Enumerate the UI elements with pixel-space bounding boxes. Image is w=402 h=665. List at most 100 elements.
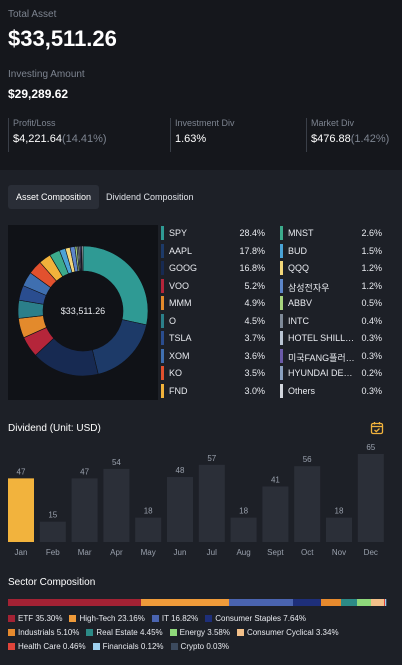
- legend-item[interactable]: MMM 4.9%: [161, 296, 271, 314]
- legend-swatch: [161, 226, 164, 240]
- legend-percent: 0.2%: [361, 368, 382, 378]
- legend-item[interactable]: KO 3.5%: [161, 366, 271, 384]
- legend-item[interactable]: SPY 28.4%: [161, 226, 271, 244]
- calendar-check-icon[interactable]: [370, 421, 384, 435]
- legend-name: AAPL: [169, 245, 193, 256]
- sector-legend-item[interactable]: Consumer Cyclical 3.34%: [236, 628, 339, 637]
- sector-legend-item[interactable]: Energy 3.58%: [169, 628, 230, 637]
- legend-swatch: [161, 261, 164, 275]
- sector-legend-item[interactable]: High-Tech 23.16%: [69, 614, 145, 623]
- investing-amount-value: $29,289.62: [8, 87, 69, 101]
- legend-percent: 1.2%: [361, 280, 382, 291]
- legend-item[interactable]: 미국FANG플러… 0.3%: [280, 348, 384, 367]
- sector-segment-0[interactable]: [8, 599, 142, 606]
- sector-legend-item[interactable]: Crypto 0.03%: [170, 642, 229, 651]
- dividend-value-label: 15: [48, 511, 57, 520]
- legend-item[interactable]: INTC 0.4%: [280, 313, 384, 332]
- legend-item[interactable]: 삼성전자우 1.2%: [280, 278, 384, 297]
- legend-item[interactable]: VOO 5.2%: [161, 278, 271, 297]
- dividend-bar-feb[interactable]: [39, 521, 66, 542]
- legend-name: VOO: [169, 280, 190, 291]
- legend-item[interactable]: MNST 2.6%: [280, 226, 384, 244]
- legend-item[interactable]: AAPL 17.8%: [161, 243, 271, 262]
- sector-segment-7[interactable]: [371, 599, 384, 606]
- sector-stacked-bar: [8, 599, 386, 606]
- sector-legend-item[interactable]: Real Estate 4.45%: [86, 628, 163, 637]
- sector-percent: 3.58%: [207, 628, 230, 637]
- donut-slice-1[interactable]: [91, 319, 147, 375]
- dividend-value-label: 65: [366, 443, 375, 452]
- market-div-metric: Market Div $476.88(1.42%): [306, 118, 389, 152]
- legend-item[interactable]: Others 0.3%: [280, 383, 384, 402]
- sector-swatch: [8, 615, 15, 622]
- sector-legend-item[interactable]: Consumer Staples 7.64%: [205, 614, 306, 623]
- dividend-value-label: 41: [271, 475, 280, 484]
- legend-swatch: [280, 243, 283, 258]
- dividend-bar-mar[interactable]: [71, 478, 98, 542]
- dividend-month-label: Dec: [364, 548, 378, 557]
- dividend-bar-dec[interactable]: [357, 454, 384, 542]
- legend-name: O: [169, 315, 177, 326]
- legend-item[interactable]: GOOG 16.8%: [161, 261, 271, 279]
- sector-legend-item[interactable]: ETF 35.30%: [8, 614, 62, 623]
- dividend-bar-nov[interactable]: [326, 517, 352, 542]
- legend-item[interactable]: BUD 1.5%: [280, 243, 384, 262]
- legend-item[interactable]: ABBV 0.5%: [280, 296, 384, 314]
- dividend-bar-jun[interactable]: [167, 477, 193, 542]
- dividend-bar-jul[interactable]: [198, 464, 225, 542]
- sector-legend-item[interactable]: IT 16.82%: [151, 614, 198, 623]
- sector-legend-item[interactable]: Health Care 0.46%: [8, 642, 86, 651]
- legend-item[interactable]: HOTEL SHILL… 0.3%: [280, 331, 384, 349]
- sector-segment-1[interactable]: [141, 599, 229, 606]
- sector-percent: 23.16%: [117, 614, 145, 623]
- sector-percent: 0.12%: [140, 642, 164, 651]
- market-div-value: $476.88: [311, 133, 351, 145]
- dividend-bar-aug[interactable]: [230, 517, 257, 542]
- sector-legend-row: Health Care 0.46% Financials 0.12% Crypto …: [8, 642, 398, 656]
- sector-segment-6[interactable]: [357, 599, 372, 606]
- legend-item[interactable]: QQQ 1.2%: [280, 261, 384, 279]
- legend-name: HYUNDAI DEV…: [288, 368, 358, 378]
- dividend-bar-oct[interactable]: [294, 466, 321, 542]
- legend-item[interactable]: XOM 3.6%: [161, 348, 271, 367]
- dividend-bar-may[interactable]: [135, 517, 162, 542]
- sector-segment-5[interactable]: [340, 599, 358, 606]
- legend-item[interactable]: TSLA 3.7%: [161, 331, 271, 349]
- sector-swatch: [169, 629, 177, 636]
- asset-donut-chart: $33,511.26: [8, 225, 158, 400]
- tab-dividend-composition[interactable]: Dividend Composition: [106, 192, 194, 202]
- tab-asset-composition[interactable]: Asset Composition: [8, 185, 100, 209]
- dividend-bar-apr[interactable]: [103, 468, 130, 542]
- sector-legend: ETF 35.30% High-Tech 23.16% IT 16.82% Consu…: [8, 614, 398, 656]
- sector-legend-item[interactable]: Financials 0.12%: [92, 642, 164, 651]
- donut-slice-19[interactable]: [81, 245, 84, 272]
- legend-name: XOM: [169, 350, 190, 361]
- legend-name: 미국FANG플러…: [288, 352, 355, 363]
- dividend-value-label: 47: [80, 467, 89, 476]
- sector-segment-4[interactable]: [321, 599, 341, 606]
- legend-swatch: [161, 313, 164, 328]
- holdings-legend-right: MNST 2.6% BUD 1.5% QQQ 1.2% 삼성전자우 1.2% ABBV 0.5% I…: [280, 226, 384, 401]
- legend-percent: 17.8%: [239, 245, 265, 256]
- dividend-bar-jan[interactable]: [8, 478, 34, 542]
- sector-segment-2[interactable]: [228, 599, 293, 606]
- legend-item[interactable]: O 4.5%: [161, 313, 271, 332]
- legend-percent: 0.3%: [361, 350, 382, 361]
- donut-center-label: $33,511.26: [61, 306, 105, 316]
- profit-loss-value: $4,221.64: [13, 133, 62, 145]
- dividend-bar-sept[interactable]: [262, 486, 289, 542]
- legend-name: Others: [288, 385, 316, 396]
- sector-swatch: [8, 643, 15, 650]
- sector-legend-item[interactable]: Industrials 5.10%: [8, 628, 79, 637]
- legend-swatch: [280, 296, 283, 310]
- legend-swatch: [161, 383, 164, 398]
- sector-segment-3[interactable]: [292, 599, 322, 606]
- sector-name: Real Estate: [96, 628, 138, 637]
- dividend-month-label: Nov: [332, 548, 346, 557]
- legend-item[interactable]: HYUNDAI DEV… 0.2%: [280, 366, 384, 384]
- legend-item[interactable]: FND 3.0%: [161, 383, 271, 402]
- dividend-month-label: Aug: [236, 548, 250, 557]
- legend-name: MMM: [169, 298, 192, 308]
- sector-segment-8[interactable]: [383, 599, 386, 606]
- portfolio-summary: Total Asset $33,511.26 Investing Amount …: [0, 0, 402, 160]
